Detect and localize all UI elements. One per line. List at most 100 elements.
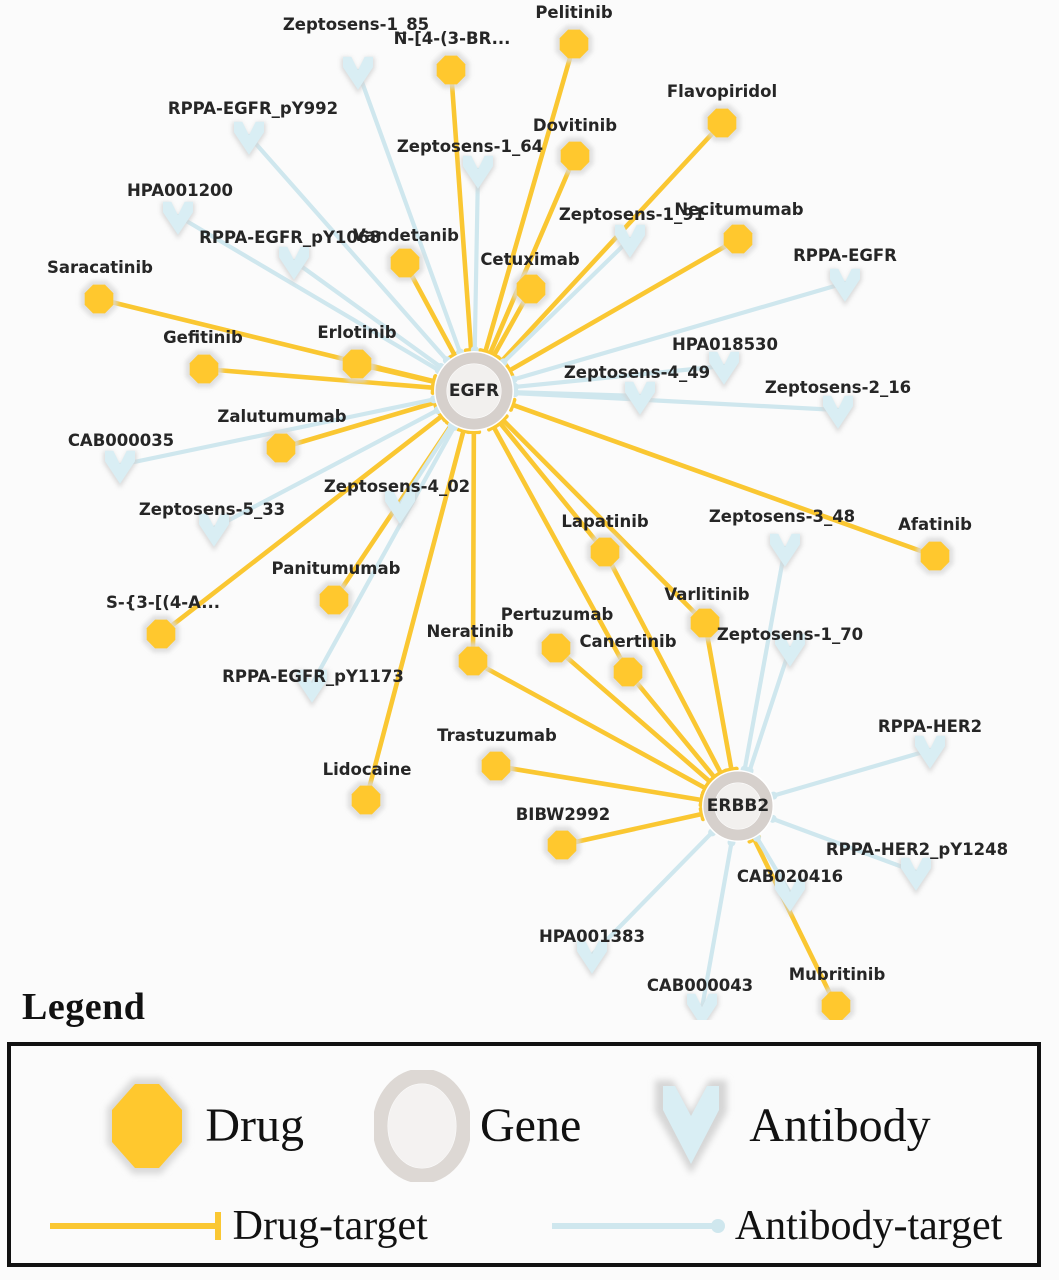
gene-node-egfr[interactable] xyxy=(434,351,514,431)
drug-label: Lidocaine xyxy=(323,760,412,779)
antibody-node[interactable] xyxy=(768,533,802,571)
drug-node[interactable] xyxy=(338,345,376,383)
antibody-label: RPPA-HER2 xyxy=(878,717,982,736)
gene-node-erbb2[interactable] xyxy=(702,770,774,842)
antibody-node[interactable] xyxy=(383,490,417,528)
antibody-label: RPPA-EGFR xyxy=(793,246,897,265)
drug-node[interactable] xyxy=(916,537,954,575)
drug-node[interactable] xyxy=(386,244,424,282)
antibody-node[interactable] xyxy=(821,395,855,433)
antibody-node[interactable] xyxy=(575,940,609,978)
drug-label: BIBW2992 xyxy=(516,805,611,824)
antibody-node[interactable] xyxy=(685,993,719,1020)
legend-item-antibody-target: Antibody-target xyxy=(548,1203,1003,1249)
drug-node[interactable] xyxy=(537,629,575,667)
antibody-node[interactable] xyxy=(232,121,266,159)
legend-shape-row: Drug Gene Antibody xyxy=(11,1068,1037,1183)
antibody-label: Zeptosens-1_85 xyxy=(283,15,429,34)
legend-item-drug-target: Drug-target xyxy=(46,1205,428,1247)
antibody-node[interactable] xyxy=(613,224,647,262)
antibody-node[interactable] xyxy=(277,246,311,284)
drug-label: Canertinib xyxy=(579,632,676,651)
drug-node[interactable] xyxy=(609,653,647,691)
antibody-label: HPA001383 xyxy=(539,927,645,946)
drug-label: Afatinib xyxy=(898,515,972,534)
legend-label-gene: Gene xyxy=(480,1098,582,1152)
antibody-node[interactable] xyxy=(341,56,375,94)
drug-label: N-[4-(3-BR... xyxy=(394,29,511,48)
drug-node[interactable] xyxy=(719,220,757,258)
antibody-node[interactable] xyxy=(197,513,231,551)
antibody-label: Zeptosens-3_48 xyxy=(709,507,855,526)
antibody-label: Zeptosens-5_33 xyxy=(139,500,285,519)
drug-label: Cetuximab xyxy=(480,250,580,269)
antibody-node[interactable] xyxy=(773,878,807,916)
drug-label: Gefitinib xyxy=(163,328,243,347)
drug-node[interactable] xyxy=(817,987,855,1020)
drug-node[interactable] xyxy=(315,581,353,619)
drug-node[interactable] xyxy=(262,429,300,467)
drug-label: Necitumumab xyxy=(674,200,803,219)
antibody-node[interactable] xyxy=(913,735,947,773)
drug-node[interactable] xyxy=(185,350,223,388)
drug-node[interactable] xyxy=(142,615,180,653)
drug-node[interactable] xyxy=(543,826,581,864)
antibody-node[interactable] xyxy=(707,351,741,389)
drug-node[interactable] xyxy=(703,104,741,142)
antibody-label: HPA001200 xyxy=(127,181,233,200)
antibody-node[interactable] xyxy=(828,268,862,306)
drug-label: Pertuzumab xyxy=(501,605,614,624)
drug-node[interactable] xyxy=(686,604,724,642)
drug-node[interactable] xyxy=(80,280,118,318)
drug-node[interactable] xyxy=(477,747,515,785)
drug-label: Dovitinib xyxy=(533,116,617,135)
drug-label: Varlitinib xyxy=(664,585,749,604)
drug-node[interactable] xyxy=(556,137,594,175)
drug-label: Vandetanib xyxy=(353,226,459,245)
drug-label: Zalutumumab xyxy=(217,407,346,426)
gene-label: EGFR xyxy=(449,381,499,401)
antibody-label: Zeptosens-2_16 xyxy=(765,378,911,397)
drug-label: Panitumumab xyxy=(272,559,401,578)
drug-label: Mubritinib xyxy=(789,965,886,984)
drug-label: Lapatinib xyxy=(561,512,649,531)
legend-item-antibody: Antibody xyxy=(643,1070,931,1182)
antibody-node[interactable] xyxy=(773,633,807,671)
legend-label-antibody-target: Antibody-target xyxy=(734,1203,1003,1249)
antibody-label: RPPA-EGFR_pY1068 xyxy=(199,228,381,247)
legend-item-drug: Drug xyxy=(99,1070,304,1182)
legend-label-antibody: Antibody xyxy=(749,1098,931,1152)
drug-node[interactable] xyxy=(512,270,550,308)
antibody-label: CAB020416 xyxy=(737,867,843,886)
drug-label: Flavopiridol xyxy=(667,82,777,101)
drug-node[interactable] xyxy=(555,25,593,63)
antibody-label: CAB000043 xyxy=(647,976,753,995)
antibody-label: CAB000035 xyxy=(68,431,174,450)
drug-node[interactable] xyxy=(454,642,492,680)
antibody-node[interactable] xyxy=(623,381,657,419)
legend-edge-row: Drug-target Antibody-target xyxy=(11,1196,1037,1256)
legend-title: Legend xyxy=(22,986,146,1028)
labels-layer: EGFR ERBB2 Pelitinib N-[4-(3-BR... Flavopiri… xyxy=(47,3,1008,995)
antibody-node[interactable] xyxy=(899,857,933,895)
antibody-target-edge-icon xyxy=(551,1219,725,1233)
antibody-chevron-icon xyxy=(655,1079,728,1174)
network-graph-canvas: EGFR ERBB2 Pelitinib N-[4-(3-BR... Flavopiri… xyxy=(47,3,1008,1020)
drug-node[interactable] xyxy=(432,51,470,89)
antibody-node[interactable] xyxy=(461,155,495,193)
drug-octagon-icon xyxy=(107,1077,188,1174)
drug-target-edge-icon xyxy=(49,1212,221,1240)
antibody-label: RPPA-EGFR_pY1173 xyxy=(222,667,404,686)
drug-node[interactable] xyxy=(347,781,385,819)
antibody-label: RPPA-EGFR_pY992 xyxy=(168,99,338,118)
antibody-node[interactable] xyxy=(103,450,137,488)
antibody-label: Zeptosens-1_64 xyxy=(397,137,543,156)
antibody-node[interactable] xyxy=(161,201,195,239)
antibody-node[interactable] xyxy=(295,669,329,707)
antibody-label: Zeptosens-4_02 xyxy=(324,477,470,496)
nodes-layer xyxy=(80,25,954,1020)
antibody-label: Zeptosens-4_49 xyxy=(564,363,710,382)
drug-label: Pelitinib xyxy=(535,3,613,22)
drug-label: Trastuzumab xyxy=(437,726,557,745)
drug-node[interactable] xyxy=(586,533,624,571)
